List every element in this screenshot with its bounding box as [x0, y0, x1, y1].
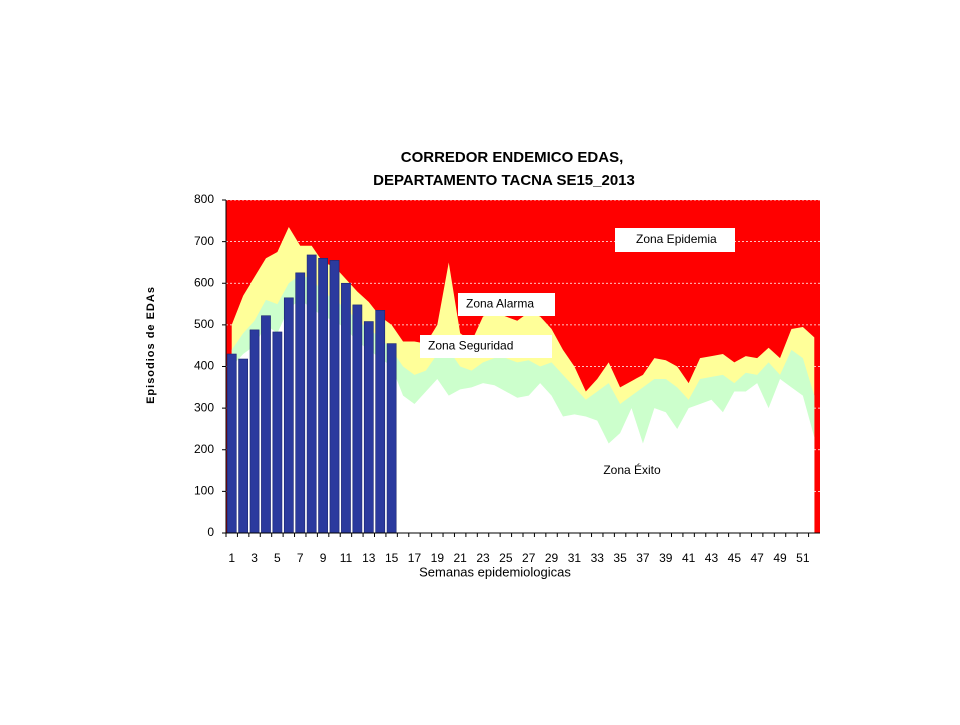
- y-tick-label: 100: [194, 484, 214, 498]
- x-axis-title: Semanas epidemiologicas: [419, 564, 571, 579]
- bar: [295, 272, 306, 534]
- bar: [352, 304, 363, 534]
- annotation-box: [615, 228, 735, 252]
- x-tick-label: 1: [228, 551, 235, 565]
- y-tick-label: 700: [194, 234, 214, 248]
- x-tick-label: 27: [522, 551, 536, 565]
- x-tick-label: 9: [320, 551, 327, 565]
- y-tick-label: 200: [194, 442, 214, 456]
- x-tick-label: 7: [297, 551, 304, 565]
- x-tick-label: 15: [385, 551, 399, 565]
- x-tick-label: 43: [705, 551, 719, 565]
- x-tick-label: 17: [408, 551, 422, 565]
- x-tick-label: 19: [431, 551, 445, 565]
- x-tick-label: 47: [750, 551, 764, 565]
- annotation: Zona Epidemia: [636, 232, 717, 246]
- x-tick-label: 21: [453, 551, 467, 565]
- x-tick-label: 3: [251, 551, 258, 565]
- bar: [329, 260, 340, 534]
- x-tick-label: 13: [362, 551, 376, 565]
- x-tick-label: 23: [476, 551, 490, 565]
- x-tick-label: 51: [796, 551, 810, 565]
- bar: [249, 329, 260, 534]
- x-tick-label: 45: [728, 551, 742, 565]
- bar: [261, 315, 271, 534]
- x-tick-label: 41: [682, 551, 696, 565]
- bar: [272, 331, 283, 534]
- y-tick-label: 300: [194, 400, 214, 414]
- bar: [375, 310, 386, 534]
- x-tick-label: 5: [274, 551, 281, 565]
- chart-subtitle: DEPARTAMENTO TACNA SE15_2013: [373, 172, 635, 189]
- y-axis-title: Episodios de EDAs: [145, 286, 157, 404]
- bar: [386, 343, 397, 534]
- bar: [306, 254, 317, 534]
- x-tick-label: 39: [659, 551, 673, 565]
- zone-label: Zona Seguridad: [428, 339, 513, 353]
- bar: [226, 353, 237, 534]
- x-tick-label: 35: [613, 551, 627, 565]
- chart-title: CORREDOR ENDEMICO EDAS,: [401, 149, 624, 166]
- zone-label-box: [420, 335, 552, 358]
- x-tick-label: 33: [591, 551, 605, 565]
- bar: [283, 297, 294, 534]
- y-tick-label: 800: [194, 192, 214, 206]
- x-tick-label: 25: [499, 551, 513, 565]
- zone-label: Zona Alarma: [466, 297, 534, 311]
- y-tick-label: 0: [207, 525, 214, 539]
- bar: [341, 282, 351, 534]
- x-tick-label: 31: [568, 551, 582, 565]
- y-tick-label: 400: [194, 359, 214, 373]
- bar: [318, 257, 328, 534]
- bar: [238, 358, 249, 534]
- y-tick-label: 600: [194, 275, 214, 289]
- y-tick-label: 500: [194, 317, 214, 331]
- zone-label-box: [458, 293, 555, 316]
- x-tick-label: 11: [340, 551, 353, 565]
- x-tick-label: 37: [636, 551, 650, 565]
- x-tick-label: 49: [773, 551, 787, 565]
- x-tick-label: 29: [545, 551, 559, 565]
- bar: [363, 321, 374, 534]
- zone-label: Zona Éxito: [603, 462, 661, 477]
